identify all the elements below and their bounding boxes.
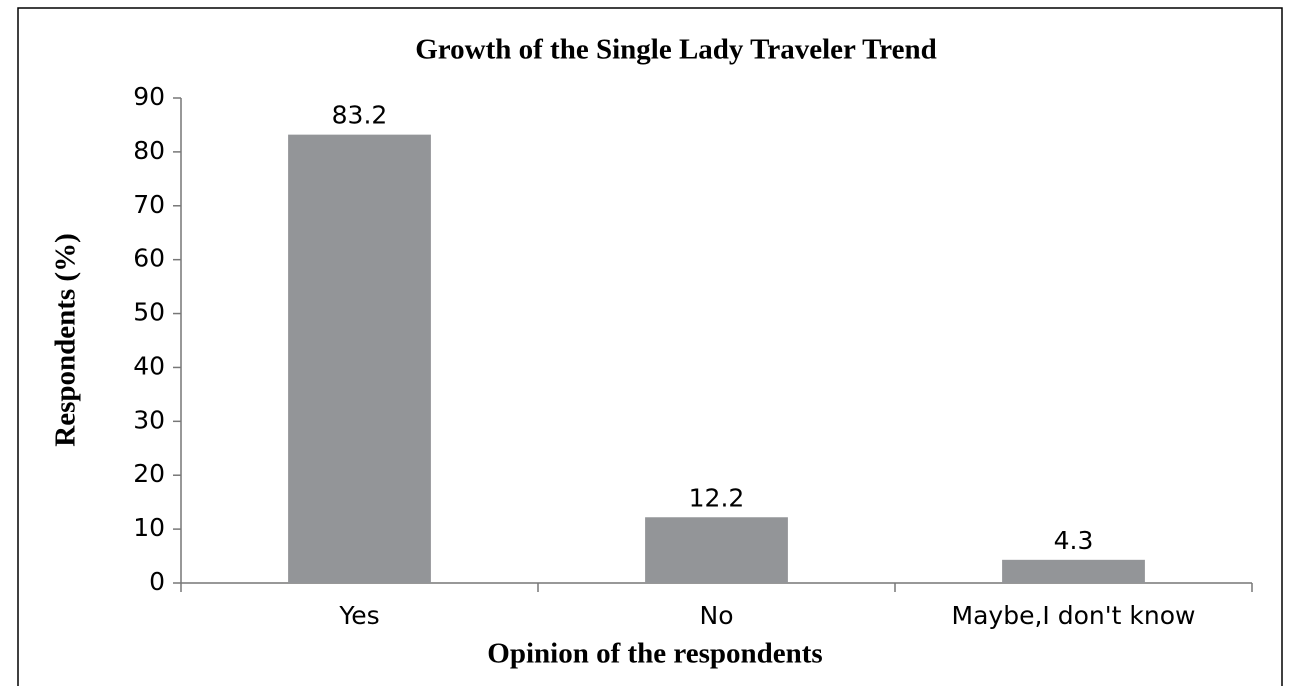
- x-tick-label: No: [700, 601, 734, 630]
- bar: [288, 134, 431, 583]
- y-tick-label: 90: [133, 82, 165, 111]
- x-tick-label: Yes: [338, 601, 379, 630]
- data-label: 83.2: [332, 101, 388, 130]
- bar: [1002, 559, 1145, 583]
- data-label: 4.3: [1054, 526, 1094, 555]
- data-label: 12.2: [689, 483, 745, 512]
- bar: [645, 517, 788, 583]
- chart-frame: [17, 7, 1283, 686]
- y-tick-label: 70: [133, 190, 165, 219]
- y-tick-label: 50: [133, 298, 165, 327]
- y-axis-label: Respondents (%): [50, 233, 82, 447]
- y-tick-label: 20: [133, 459, 165, 488]
- x-tick-label: Maybe,I don't know: [952, 601, 1196, 630]
- chart-title: Growth of the Single Lady Traveler Trend: [415, 34, 937, 66]
- y-tick-label: 0: [149, 567, 165, 596]
- y-tick-label: 30: [133, 405, 165, 434]
- y-tick-label: 10: [133, 513, 165, 542]
- y-tick-label: 80: [133, 136, 165, 165]
- x-axis-label: Opinion of the respondents: [487, 638, 822, 670]
- y-tick-label: 40: [133, 351, 165, 380]
- y-tick-label: 60: [133, 244, 165, 273]
